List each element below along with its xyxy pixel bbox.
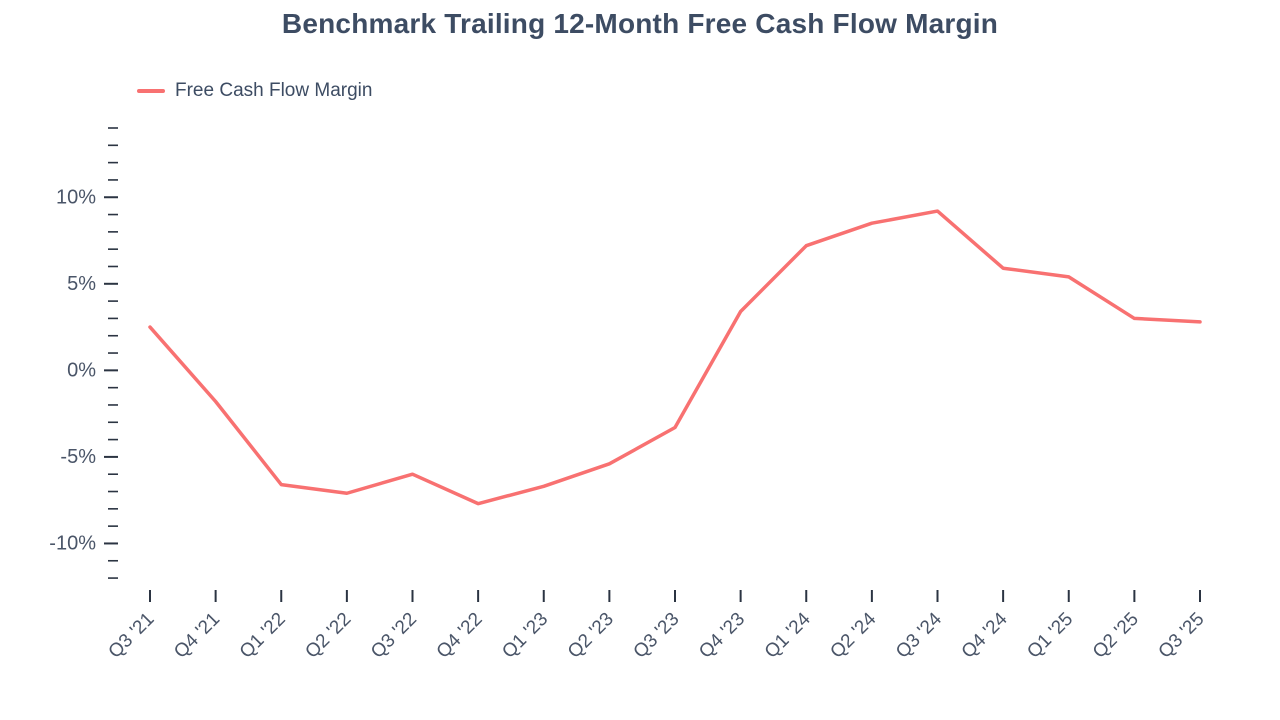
x-axis-tick-label: Q4 '21 (170, 609, 224, 663)
x-axis-tick-label: Q4 '23 (695, 609, 749, 663)
legend-label: Free Cash Flow Margin (175, 80, 373, 101)
x-axis-tick-label: Q1 '24 (761, 608, 815, 662)
y-axis-tick-label: 0% (67, 360, 96, 382)
x-axis-tick-label: Q2 '24 (826, 608, 880, 662)
x-axis-tick-label: Q2 '22 (301, 609, 355, 663)
x-axis-tick-label: Q1 '23 (498, 609, 552, 663)
x-axis-tick-label: Q1 '25 (1023, 609, 1077, 663)
free-cash-flow-margin-line (148, 209, 1202, 506)
x-axis-tick-label: Q3 '25 (1155, 609, 1209, 663)
x-axis-tick-label: Q3 '21 (105, 609, 159, 663)
y-axis-tick-label: -10% (49, 533, 96, 555)
legend-line-swatch (137, 89, 165, 93)
x-axis-tick-label: Q3 '23 (630, 609, 684, 663)
x-axis-tick-label: Q3 '24 (892, 608, 946, 662)
x-axis-tick-label: Q1 '22 (236, 609, 290, 663)
y-axis-tick-label: -5% (60, 446, 96, 468)
x-axis-tick-label: Q3 '22 (367, 609, 421, 663)
chart-title: Benchmark Trailing 12-Month Free Cash Fl… (281, 8, 999, 39)
x-axis-tick-label: Q2 '25 (1089, 609, 1143, 663)
x-axis-tick-label: Q2 '23 (564, 609, 618, 663)
legend: Free Cash Flow Margin (137, 80, 372, 102)
y-axis-tick-label: 10% (56, 187, 96, 209)
x-axis-tick-label: Q4 '24 (958, 608, 1012, 662)
y-axis-tick-label: 5% (67, 273, 96, 295)
x-axis-tick-label: Q4 '22 (433, 609, 487, 663)
